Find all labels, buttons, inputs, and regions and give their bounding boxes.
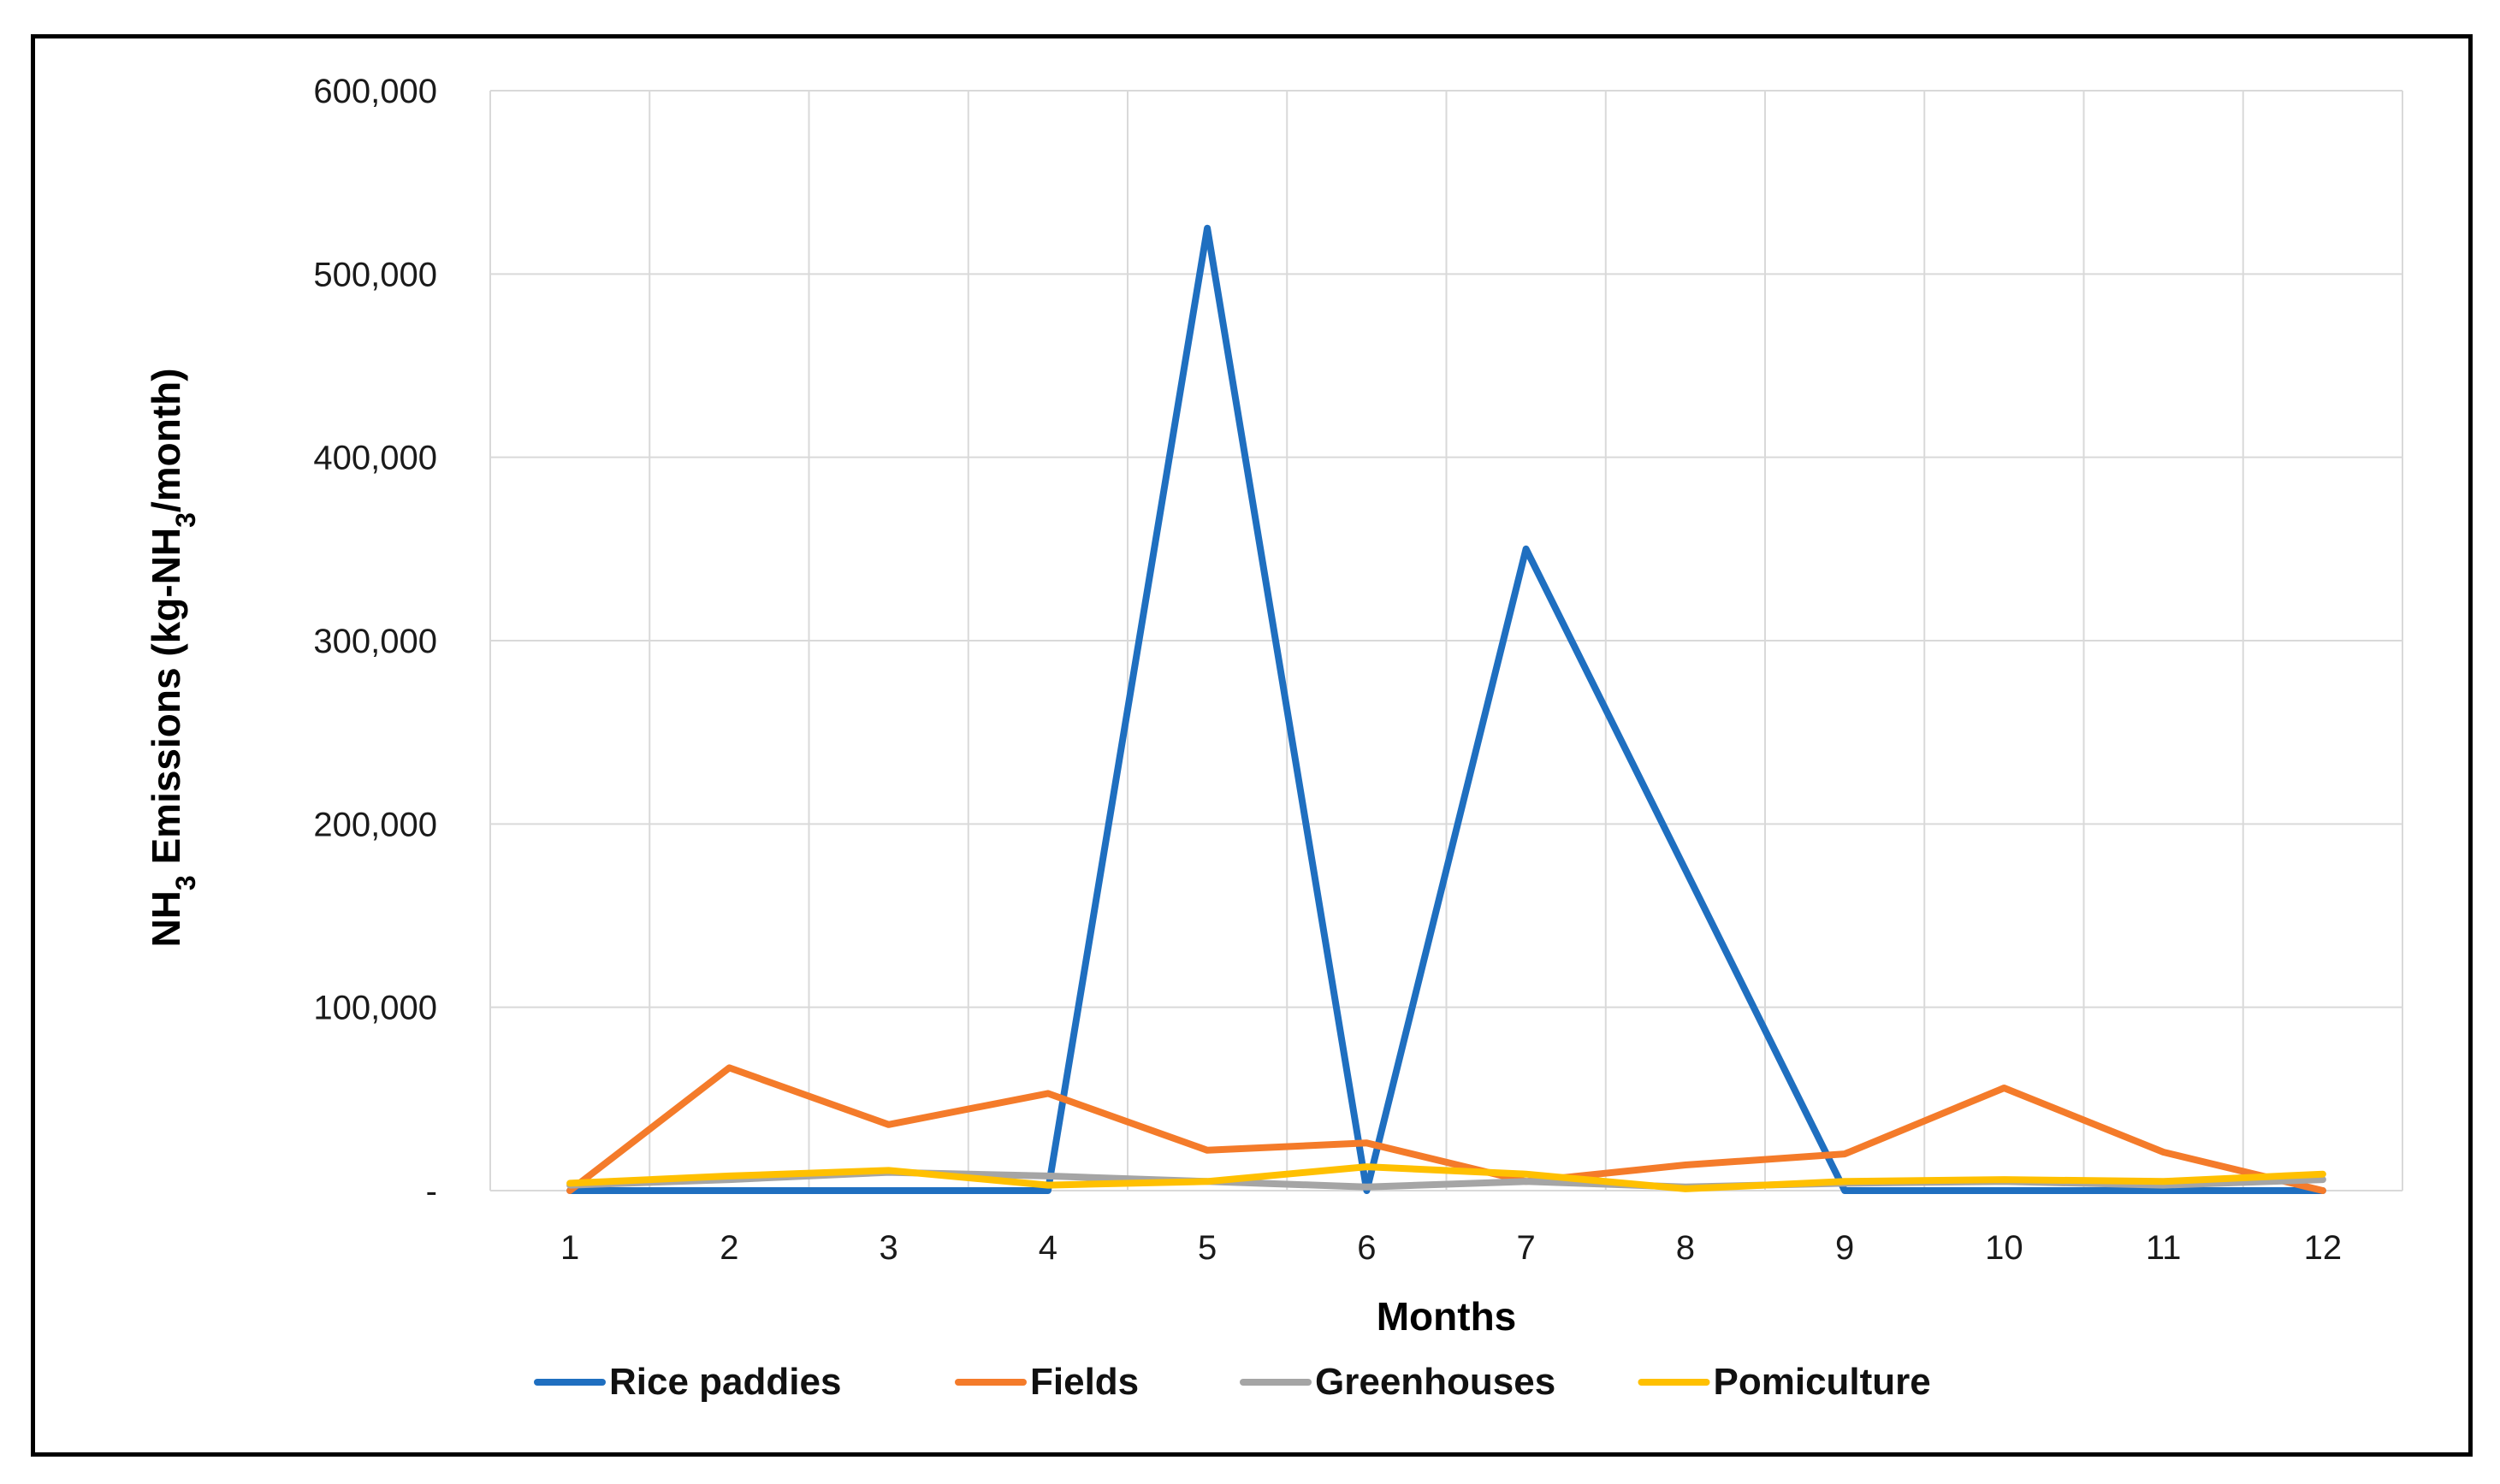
gridlines	[489, 90, 2403, 1191]
y-axis-title-subscript: 3	[170, 875, 201, 890]
x-tick-label: 5	[1198, 1229, 1217, 1267]
x-axis-ticks: 1 2 3 4 5 6 7 8 9 10 11 12	[560, 1229, 2342, 1267]
y-tick-label: -	[426, 1173, 437, 1210]
series-lines	[566, 224, 2326, 1194]
x-tick-label: 10	[1985, 1229, 2023, 1267]
y-tick-label: 600,000	[313, 73, 437, 110]
x-tick-label: 7	[1517, 1229, 1536, 1267]
y-tick-label: 200,000	[313, 806, 437, 843]
legend-label: Rice paddies	[609, 1361, 841, 1403]
x-tick-label: 1	[560, 1229, 579, 1267]
x-axis-title: Months	[1377, 1294, 1517, 1339]
y-axis-title-part: Emissions (kg-NH	[144, 528, 188, 875]
y-tick-label: 300,000	[313, 623, 437, 660]
x-tick-label: 4	[1039, 1229, 1057, 1267]
chart-frame	[31, 34, 2473, 1457]
legend-label: Greenhouses	[1315, 1361, 1555, 1403]
y-axis-title: NH3 Emissions (kg-NH3/month)	[144, 368, 201, 947]
y-tick-label: 400,000	[313, 440, 437, 477]
x-tick-label: 2	[720, 1229, 738, 1267]
x-tick-label: 3	[880, 1229, 898, 1267]
series-line-rice-paddies	[566, 224, 2326, 1194]
y-axis-title-part: /month)	[144, 368, 188, 512]
series-line-fields	[566, 1064, 2326, 1194]
legend: Rice paddies Fields Greenhouses Pomiculture	[534, 1361, 1931, 1403]
y-axis-title-part: NH	[144, 890, 188, 947]
x-tick-label: 11	[2146, 1229, 2182, 1267]
x-tick-label: 6	[1357, 1229, 1376, 1267]
legend-label: Fields	[1030, 1361, 1139, 1403]
y-axis-ticks: - 100,000 200,000 300,000 400,000 500,000 600,…	[313, 73, 437, 1210]
y-axis-title-subscript: 3	[170, 512, 201, 528]
y-tick-label: 500,000	[313, 256, 437, 293]
x-tick-label: 12	[2304, 1229, 2343, 1267]
x-tick-label: 8	[1676, 1229, 1695, 1267]
y-tick-label: 100,000	[313, 990, 437, 1027]
legend-label: Pomiculture	[1714, 1361, 1931, 1403]
x-tick-label: 9	[1835, 1229, 1854, 1267]
series-line-pomiculture	[566, 1163, 2326, 1192]
